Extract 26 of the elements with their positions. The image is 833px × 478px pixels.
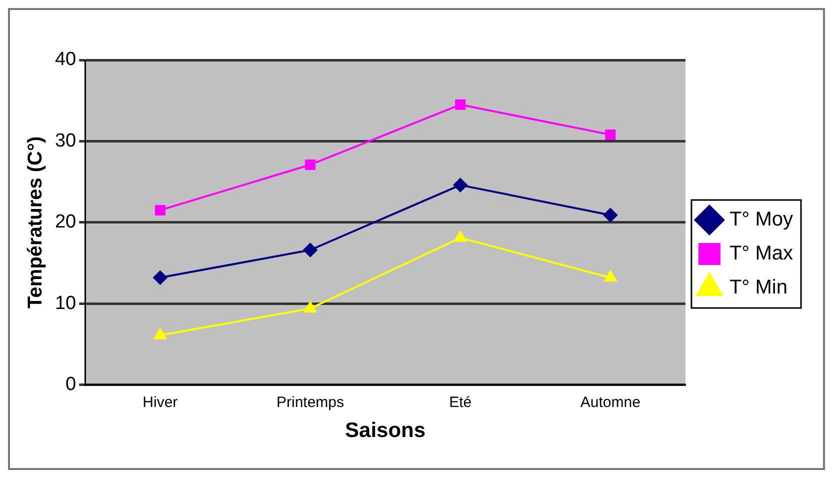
x-tick-label: Hiver	[142, 394, 178, 411]
point	[305, 160, 316, 170]
point	[154, 328, 166, 340]
x-axis-title: Saisons	[345, 419, 426, 442]
legend-label: T° Min	[729, 276, 788, 299]
point	[605, 129, 616, 140]
point	[153, 270, 168, 285]
point	[303, 243, 318, 258]
point	[603, 208, 618, 222]
point	[604, 270, 617, 282]
y-tick-label: 10	[54, 292, 76, 314]
point	[154, 204, 166, 216]
point	[454, 230, 467, 242]
point	[453, 178, 468, 192]
legend-label: T° Max	[729, 242, 794, 265]
legend-label: T° Moy	[729, 208, 794, 231]
x-tick-label: Automne	[580, 394, 640, 411]
x-tick-label: Eté	[449, 394, 472, 411]
y-axis-title: Températures (C°)	[24, 136, 47, 308]
y-tick-label: 0	[66, 374, 76, 396]
point	[455, 99, 466, 110]
y-tick-label: 20	[54, 212, 76, 233]
y-tick-label: 40	[54, 49, 76, 70]
x-tick-label: Printemps	[276, 394, 344, 411]
y-tick-label: 30	[54, 130, 76, 152]
point	[304, 301, 316, 312]
